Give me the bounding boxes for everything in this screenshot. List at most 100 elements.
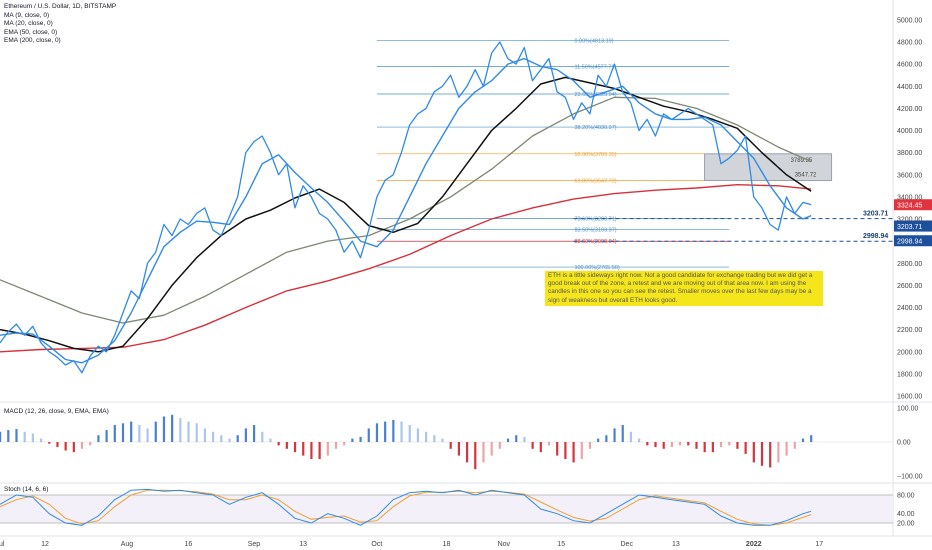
macd-bar <box>703 442 706 453</box>
zone-bottom-label: 3547.72 <box>795 173 817 179</box>
macd-bar <box>498 442 501 449</box>
macd-bar <box>482 442 485 463</box>
price-tick-label: 2800.00 <box>897 261 922 268</box>
price-axis-tag <box>894 220 932 232</box>
macd-bar <box>302 442 305 456</box>
price-tick-label: 4600.00 <box>897 62 922 69</box>
price-tick-label: 3600.00 <box>897 172 922 179</box>
macd-bar <box>261 431 264 442</box>
macd-bar <box>646 442 649 446</box>
fib-level-label: 78.60%(3203.71) <box>574 217 616 223</box>
stoch-d-line <box>0 489 812 526</box>
macd-bar <box>629 431 633 442</box>
macd-bar <box>474 442 477 470</box>
macd-bar <box>48 442 51 444</box>
fib-level-label: 61.80%(3547.72) <box>574 179 616 185</box>
macd-bar <box>531 442 534 449</box>
macd-bar <box>490 442 493 456</box>
macd-bar <box>285 442 288 449</box>
indicator-ma9[interactable]: MA (9, close, 0) <box>4 11 50 19</box>
indicator-ema200[interactable]: EMA (200, close, 0) <box>4 37 61 45</box>
macd-label[interactable]: MACD (12, 26, close, 9, EMA, EMA) <box>4 408 109 415</box>
stoch-label[interactable]: Stoch (14, 6, 6) <box>4 486 49 493</box>
macd-bar <box>785 442 788 456</box>
horizontal-level-label: 3203.71 <box>863 211 888 218</box>
macd-bar <box>425 431 428 442</box>
fib-level-label: 0.00%(4813.19) <box>574 39 613 45</box>
price-axis-tag-label: 3324.45 <box>897 203 922 210</box>
macd-bar <box>171 414 174 442</box>
x-tick-label: 12 <box>41 541 49 548</box>
macd-bar <box>416 428 420 442</box>
macd-bar <box>244 428 247 442</box>
macd-bar <box>539 442 542 453</box>
fib-level-label: 100.00%(2765.50) <box>574 265 619 271</box>
macd-bar <box>343 442 346 446</box>
macd-bar <box>392 419 395 442</box>
macd-bar <box>7 430 10 442</box>
x-tick-label: Nov <box>498 541 511 548</box>
macd-bar <box>0 431 2 442</box>
price-tick-label: 4200.00 <box>897 106 922 113</box>
macd-bar <box>736 442 739 449</box>
macd-bar <box>23 431 26 442</box>
chart-legend: Ethereum / U.S. Dollar, 1D, BITSTAMP MA … <box>4 3 116 46</box>
macd-bar <box>449 442 452 449</box>
macd-bar <box>711 442 714 453</box>
macd-bar <box>351 438 354 442</box>
series-line-ema200 <box>0 184 812 353</box>
x-tick-label: Sep <box>248 541 261 548</box>
macd-bar <box>162 416 166 442</box>
macd-bar <box>793 442 796 449</box>
macd-bar <box>465 442 469 463</box>
macd-bar <box>375 423 379 442</box>
macd-bar <box>556 442 559 456</box>
macd-bar <box>654 442 657 448</box>
fib-level-label: 88.60%(2998.94) <box>574 239 616 245</box>
macd-bar <box>80 442 84 449</box>
series-line-ma9 <box>0 57 812 364</box>
annotation-note[interactable]: ETH is a little sideways right now. Not … <box>545 271 823 306</box>
macd-bar <box>31 433 34 442</box>
macd-bar <box>105 430 108 442</box>
price-tick-label: 3800.00 <box>897 150 922 157</box>
macd-bar <box>728 442 731 446</box>
x-tick-label: Oct <box>371 541 382 548</box>
price-tick-label: 4800.00 <box>897 40 922 47</box>
macd-bar <box>564 442 567 459</box>
macd-bar <box>318 442 321 459</box>
x-tick-label: 15 <box>557 541 565 548</box>
macd-bar <box>203 428 207 442</box>
macd-bar <box>89 442 92 446</box>
macd-bar <box>523 436 526 442</box>
stoch-k-line <box>0 488 812 526</box>
stoch-tick-label: 40.00 <box>897 511 915 518</box>
x-tick-label: Dec <box>621 541 634 548</box>
stoch-band <box>0 495 893 523</box>
macd-bar <box>638 438 641 442</box>
macd-bar <box>597 438 600 442</box>
indicator-ma20[interactable]: MA (20, close, 0) <box>4 20 53 28</box>
indicator-ema50[interactable]: EMA (50, close, 0) <box>4 28 58 36</box>
macd-bar <box>236 435 239 442</box>
fib-level-label: 38.20%(4030.97) <box>574 125 616 131</box>
macd-bar <box>515 435 518 442</box>
macd-bar <box>293 442 297 453</box>
price-tick-label: 4400.00 <box>897 84 922 91</box>
x-tick-label: Jul <box>0 541 5 548</box>
price-axis-tag-label: 3203.71 <box>897 224 922 231</box>
macd-bar <box>146 428 149 442</box>
price-tick-label: 5000.00 <box>897 17 922 24</box>
stoch-tick-label: 80.00 <box>897 493 915 500</box>
macd-bar <box>195 423 198 442</box>
x-tick-label: Aug <box>121 541 134 548</box>
price-tick-label: 2400.00 <box>897 305 922 312</box>
macd-bar <box>744 442 747 454</box>
macd-bar <box>678 442 682 446</box>
macd-bar <box>130 421 133 442</box>
stoch-tick-label: 20.00 <box>897 521 915 528</box>
macd-bar <box>138 425 141 442</box>
macd-bar <box>252 425 256 442</box>
series-line-ema50 <box>0 96 812 324</box>
